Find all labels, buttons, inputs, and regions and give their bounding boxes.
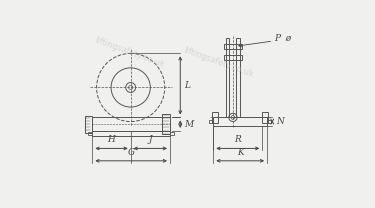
- Text: P  ø: P ø: [274, 33, 291, 42]
- Bar: [170, 132, 174, 135]
- Bar: [88, 132, 93, 135]
- Bar: [85, 116, 93, 132]
- Text: H: H: [108, 135, 116, 144]
- Bar: [224, 44, 242, 49]
- Bar: [93, 131, 170, 136]
- Bar: [224, 56, 242, 60]
- Text: L: L: [184, 81, 190, 90]
- Bar: [213, 118, 267, 126]
- Bar: [162, 114, 170, 134]
- Bar: [267, 120, 271, 123]
- Text: M: M: [184, 120, 194, 129]
- Bar: [212, 112, 218, 123]
- Text: G: G: [128, 148, 135, 157]
- Text: R: R: [234, 135, 241, 144]
- Text: J: J: [148, 135, 152, 144]
- Bar: [209, 120, 213, 123]
- Text: K: K: [237, 148, 243, 157]
- Text: liftingsafety.co.uk: liftingsafety.co.uk: [182, 46, 255, 79]
- Text: liftingsafety.co.uk: liftingsafety.co.uk: [93, 36, 166, 69]
- Bar: [93, 118, 170, 131]
- Bar: [237, 38, 240, 118]
- Bar: [226, 38, 230, 118]
- Text: N: N: [276, 117, 284, 126]
- Bar: [262, 112, 268, 123]
